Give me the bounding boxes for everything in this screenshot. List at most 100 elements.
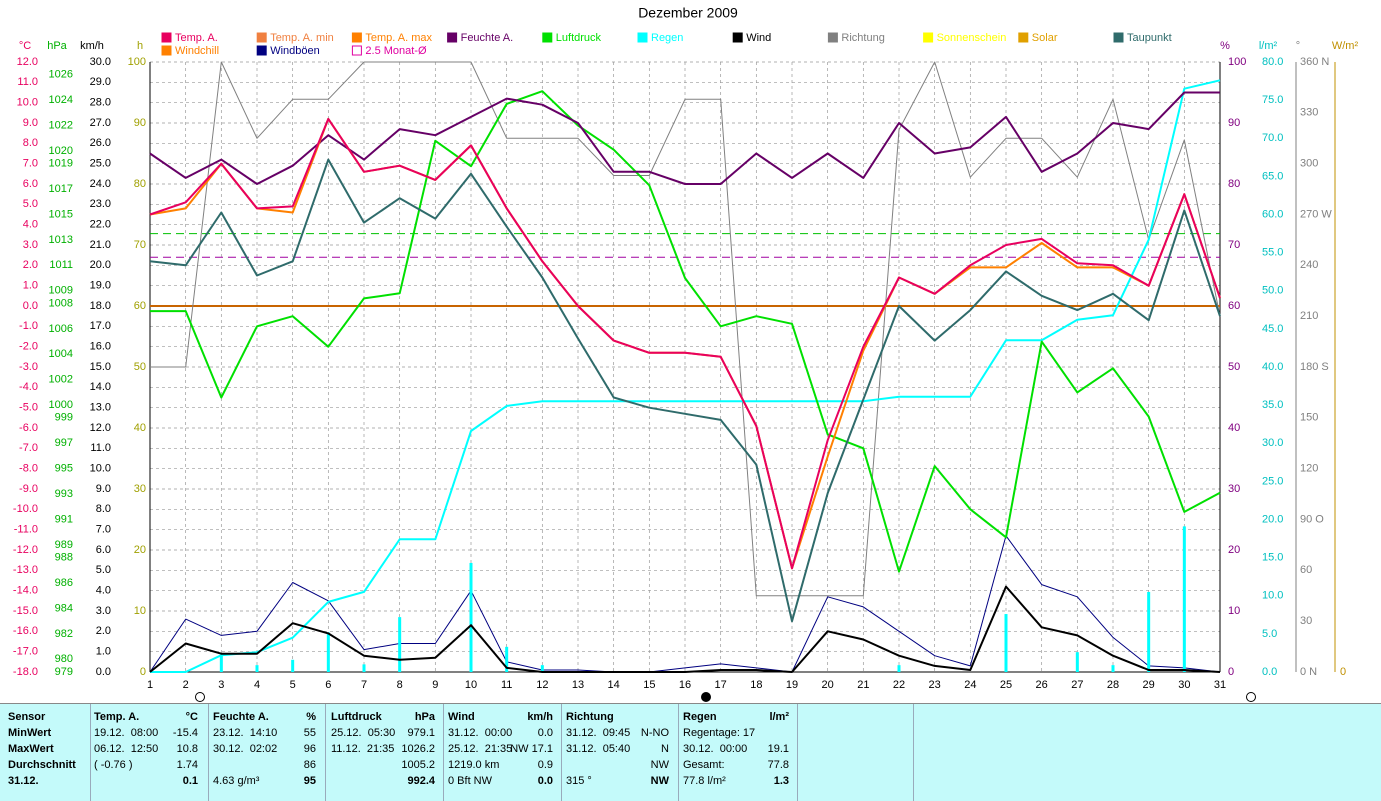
y-tick-label: -4.0 (19, 381, 38, 393)
y-tick-label: -11.0 (14, 524, 38, 536)
legend-label: Temp. A. min (270, 32, 334, 44)
x-tick-label: 31 (1214, 679, 1226, 691)
y-tick-label: -15.0 (13, 605, 38, 617)
table-cell: Temp. A. (94, 711, 140, 723)
legend-label: Temp. A. (175, 32, 218, 44)
table-cell: 25.12. 05:30 (331, 727, 396, 739)
y-tick-label: 0.0 (23, 300, 38, 312)
y-tick-label: 995 (55, 463, 73, 475)
y-tick-label: 3.0 (23, 239, 38, 251)
y-tick-label: 999 (55, 412, 73, 424)
y-tick-label: 80.0 (1262, 56, 1283, 68)
y-tick-label: 1009 (49, 285, 73, 297)
y-tick-label: -3.0 (19, 361, 38, 373)
y-tick-label: 0 (1340, 666, 1346, 678)
separator (325, 704, 326, 801)
x-tick-label: 5 (290, 679, 296, 691)
y-tick-label: 55.0 (1262, 247, 1283, 259)
table-cell: Richtung (566, 711, 614, 723)
y-tick-label: 0.0 (1262, 666, 1277, 678)
y-tick-label: -6.0 (19, 422, 38, 434)
y-tick-label: 25.0 (1262, 475, 1283, 487)
y-tick-label: 10.0 (1262, 590, 1283, 602)
moon-phase (701, 692, 711, 702)
y-tick-label: 60 (134, 300, 146, 312)
y-tick-label: 1008 (49, 297, 73, 309)
axis-label: W/m² (1332, 40, 1359, 52)
legend-marker (447, 32, 458, 43)
y-tick-label: 1000 (49, 399, 73, 411)
y-tick-label: 979 (55, 666, 73, 678)
legend-label: Solar (1032, 32, 1058, 44)
x-tick-label: 11 (501, 679, 512, 691)
y-tick-label: 0.0 (96, 666, 111, 678)
rain-bar (398, 617, 402, 672)
y-tick-label: 300 (1300, 158, 1318, 170)
y-tick-label: 70.0 (1262, 132, 1283, 144)
table-cell: 77.8 l/m² (683, 775, 726, 787)
y-tick-label: 20 (134, 544, 146, 556)
x-tick-label: 18 (750, 679, 762, 691)
y-tick-label: 1020 (49, 145, 73, 157)
legend-marker (1113, 32, 1124, 43)
y-tick-label: 70 (1228, 239, 1240, 251)
y-tick-label: 991 (55, 513, 73, 525)
y-tick-label: 29.0 (90, 76, 111, 88)
y-tick-label: 22.0 (90, 219, 111, 231)
y-tick-label: -16.0 (13, 625, 38, 637)
table-cell: MaxWert (8, 743, 54, 755)
separator (561, 704, 562, 801)
legend-label: Richtung (841, 32, 884, 44)
table-cell: MinWert (8, 727, 52, 739)
y-tick-label: 2.0 (96, 625, 111, 637)
y-tick-label: 4.0 (23, 219, 38, 231)
axis-label: h (137, 40, 143, 52)
x-tick-label: 7 (361, 679, 367, 691)
legend-marker (1018, 32, 1029, 43)
y-tick-label: 1019 (49, 158, 73, 170)
y-tick-label: 11.0 (90, 442, 111, 454)
legend-label: Windchill (175, 45, 219, 57)
table-cell: 0.0 (537, 727, 553, 739)
y-tick-label: 1004 (49, 348, 73, 360)
y-tick-label: 1.0 (96, 646, 111, 658)
y-tick-label: 1024 (49, 94, 73, 106)
y-tick-label: -7.0 (19, 442, 38, 454)
y-tick-label: 988 (55, 552, 73, 564)
rain-bar (1075, 652, 1079, 672)
y-tick-label: 14.0 (90, 381, 111, 393)
table-cell: 96 (303, 743, 316, 755)
y-tick-label: 210 (1300, 310, 1318, 322)
y-tick-label: -13.0 (13, 564, 38, 576)
y-tick-label: -8.0 (19, 463, 38, 475)
y-tick-label: 10.0 (90, 463, 111, 475)
table-cell: 1.74 (176, 759, 198, 771)
series-line (149, 117, 1221, 570)
x-tick-label: 20 (822, 679, 834, 691)
axis-label: km/h (80, 40, 104, 52)
y-tick-label: 1002 (49, 374, 73, 386)
y-tick-label: 15.0 (1262, 552, 1283, 564)
y-tick-label: 35.0 (1262, 399, 1283, 411)
y-tick-label: 1022 (49, 119, 73, 131)
table-cell: Feuchte A. (213, 711, 269, 723)
x-tick-label: 10 (465, 679, 477, 691)
y-tick-label: 20.0 (1262, 513, 1283, 525)
y-tick-label: 240 (1300, 259, 1318, 271)
separator (90, 704, 91, 801)
table-cell: 0 Bft NW (448, 775, 493, 787)
rain-bar (505, 646, 509, 672)
x-tick-label: 22 (893, 679, 905, 691)
rain-bar (255, 665, 259, 672)
y-tick-label: 1026 (49, 69, 73, 81)
axis-label: % (1220, 40, 1230, 52)
separator (678, 704, 679, 801)
table-cell: % (306, 711, 316, 723)
y-tick-label: 11.0 (17, 76, 38, 88)
y-tick-label: 45.0 (1262, 323, 1283, 335)
y-tick-label: 50 (134, 361, 146, 373)
table-cell: 1.3 (773, 775, 789, 787)
x-tick-label: 17 (715, 679, 727, 691)
y-tick-label: 60.0 (1262, 208, 1283, 220)
